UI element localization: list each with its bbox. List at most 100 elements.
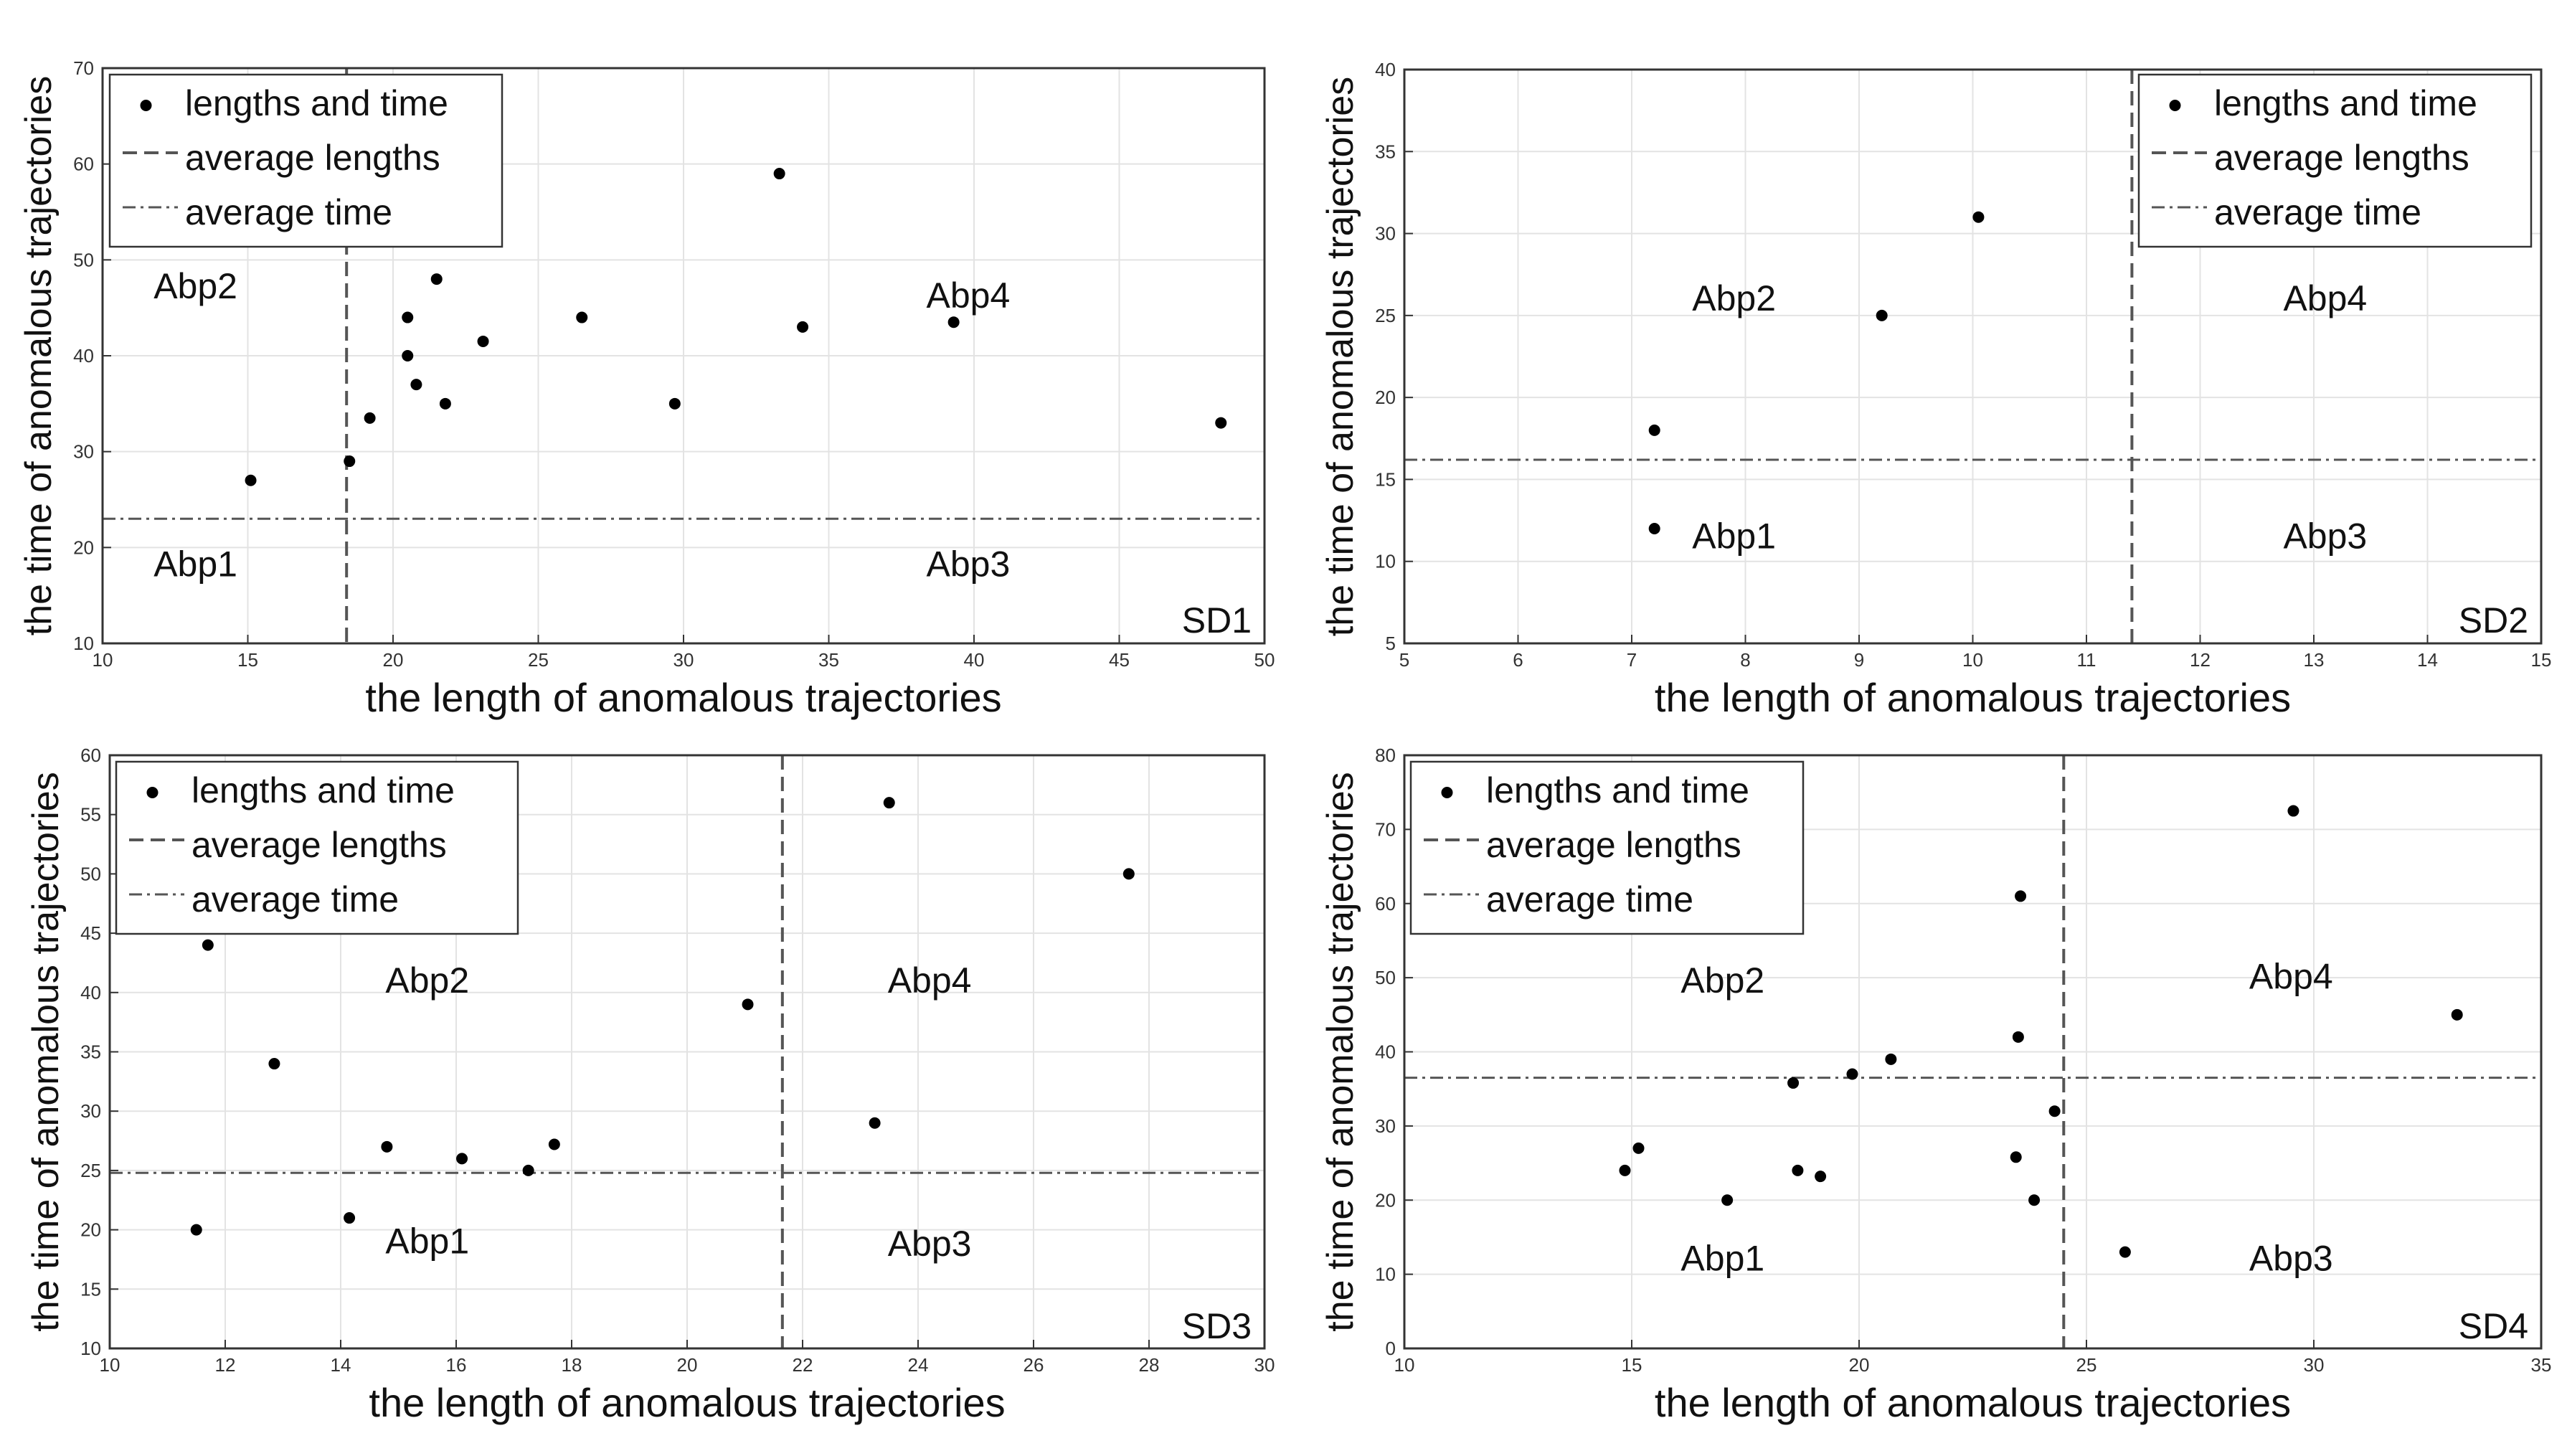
region-label-abp2: Abp2 xyxy=(385,960,469,1001)
x-tick-label: 10 xyxy=(1962,649,1983,671)
y-tick-label: 40 xyxy=(1375,1041,1396,1063)
data-point xyxy=(576,311,588,323)
data-point xyxy=(1721,1194,1734,1206)
y-tick-label: 30 xyxy=(73,441,94,463)
data-point xyxy=(2010,1151,2022,1163)
data-point xyxy=(1876,309,1888,321)
x-tick-label: 40 xyxy=(964,649,985,671)
legend-entry: average lengths xyxy=(2214,138,2469,178)
data-point xyxy=(1215,417,1227,429)
region-label-abp1: Abp1 xyxy=(153,544,237,584)
region-label-abp1: Abp1 xyxy=(385,1221,469,1262)
y-tick-label: 50 xyxy=(73,249,94,270)
data-point xyxy=(947,316,960,328)
y-tick-label: 60 xyxy=(1375,893,1396,914)
y-tick-label: 30 xyxy=(1375,223,1396,245)
legend-marker-points xyxy=(2169,100,2181,111)
x-tick-label: 45 xyxy=(1109,649,1130,671)
y-tick-label: 35 xyxy=(1375,141,1396,162)
y-tick-label: 20 xyxy=(73,536,94,558)
data-point xyxy=(1648,523,1660,534)
y-tick-label: 10 xyxy=(80,1338,101,1359)
chart-sd1: 10 15 20 25 30 35 40 45 50 10 20 30 40 50 60 70 the leng… xyxy=(18,57,1275,720)
x-axis-label: the length of anomalous trajectories xyxy=(369,1380,1005,1425)
y-tick-label: 70 xyxy=(73,57,94,79)
data-point xyxy=(381,1140,393,1153)
x-tick-label: 35 xyxy=(2531,1354,2552,1376)
legend-entry: average time xyxy=(192,879,399,920)
x-tick-label: 28 xyxy=(1139,1354,1160,1376)
x-axis-label: the length of anomalous trajectories xyxy=(1655,675,2291,720)
y-axis-label: the time of anomalous trajectories xyxy=(25,772,67,1331)
x-tick-label: 14 xyxy=(331,1354,351,1376)
data-point xyxy=(1885,1053,1897,1065)
data-point xyxy=(245,474,257,486)
legend-marker-points xyxy=(140,100,152,111)
x-tick-label: 50 xyxy=(1254,649,1275,671)
y-axis-label: the time of anomalous trajectories xyxy=(18,76,60,635)
legend-marker-points xyxy=(1441,787,1453,798)
y-tick-label: 40 xyxy=(80,982,101,1003)
y-tick-label: 30 xyxy=(1375,1115,1396,1137)
legend: lengths and time average lengths average t… xyxy=(115,760,519,935)
data-point xyxy=(773,168,785,180)
y-tick-label: 60 xyxy=(80,744,101,766)
y-tick-label: 0 xyxy=(1386,1338,1396,1359)
y-tick-label: 70 xyxy=(1375,818,1396,840)
region-label-abp1: Abp1 xyxy=(1680,1238,1764,1278)
x-tick-label: 10 xyxy=(100,1354,120,1376)
data-point xyxy=(1787,1077,1800,1089)
y-tick-label: 5 xyxy=(1386,633,1396,654)
y-tick-label: 40 xyxy=(1375,59,1396,80)
x-tick-label: 7 xyxy=(1627,649,1637,671)
y-tick-label: 25 xyxy=(1375,305,1396,326)
legend-marker-points xyxy=(146,787,159,798)
y-axis-label: the time of anomalous trajectories xyxy=(1320,77,1361,636)
y-tick-label: 10 xyxy=(73,633,94,654)
legend-entry: lengths and time xyxy=(192,770,455,810)
data-point xyxy=(456,1153,468,1165)
legend-entry: lengths and time xyxy=(185,83,448,123)
x-axis-label: the length of anomalous trajectories xyxy=(365,675,1001,720)
y-tick-label: 10 xyxy=(1375,1264,1396,1285)
dataset-label: SD3 xyxy=(1182,1306,1252,1346)
y-tick-label: 15 xyxy=(80,1278,101,1300)
x-tick-label: 30 xyxy=(2304,1354,2325,1376)
data-point xyxy=(430,273,443,285)
data-point xyxy=(742,998,754,1011)
data-point xyxy=(402,350,414,361)
data-point xyxy=(869,1117,881,1129)
legend-box xyxy=(2137,73,2533,248)
y-tick-label: 20 xyxy=(1375,1189,1396,1211)
legend: lengths and time average lengths average t… xyxy=(108,73,504,248)
x-tick-label: 16 xyxy=(446,1354,467,1376)
dataset-label: SD1 xyxy=(1182,600,1252,640)
data-point xyxy=(1846,1068,1858,1080)
x-tick-label: 35 xyxy=(818,649,839,671)
legend-entry: average lengths xyxy=(1486,825,1741,865)
legend-entry: lengths and time xyxy=(2214,83,2477,123)
data-point xyxy=(344,1212,356,1224)
data-point xyxy=(548,1138,560,1150)
x-tick-label: 8 xyxy=(1740,649,1750,671)
legend-entry: average time xyxy=(185,192,392,232)
y-tick-label: 40 xyxy=(73,345,94,367)
region-label-abp2: Abp2 xyxy=(1692,278,1776,318)
region-label-abp1: Abp1 xyxy=(1692,516,1776,556)
data-point xyxy=(1972,211,1985,223)
region-label-abp2: Abp2 xyxy=(1680,960,1764,1001)
y-tick-label: 15 xyxy=(1375,468,1396,490)
data-point xyxy=(190,1224,202,1236)
x-tick-label: 30 xyxy=(673,649,694,671)
x-tick-label: 20 xyxy=(383,649,404,671)
data-point xyxy=(1619,1164,1631,1176)
data-point xyxy=(668,397,681,410)
y-tick-label: 50 xyxy=(1375,967,1396,988)
data-point xyxy=(344,455,356,468)
x-tick-label: 24 xyxy=(908,1354,929,1376)
y-tick-label: 35 xyxy=(80,1041,101,1063)
data-point xyxy=(1122,868,1135,880)
chart-sd2: 5 6 7 8 9 10 11 12 13 14 15 5 10 15 20 25 30 35 40 the leng… xyxy=(1320,59,2551,720)
data-point xyxy=(883,797,895,809)
y-tick-label: 30 xyxy=(80,1100,101,1122)
